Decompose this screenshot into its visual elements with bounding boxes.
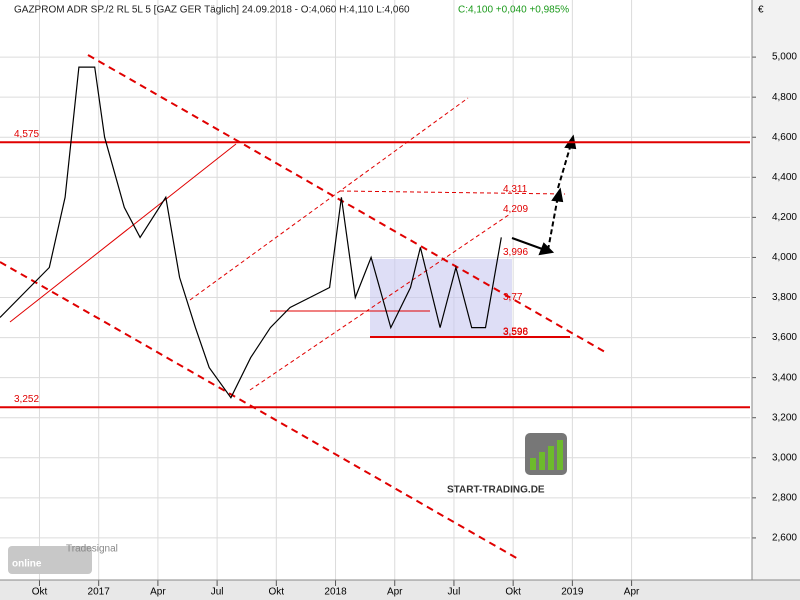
y-tick-label: 4,600 (772, 132, 797, 143)
level-label: 4,575 (14, 129, 39, 140)
y-tick-label: 3,600 (772, 332, 797, 343)
support-line (9, 143, 237, 323)
level-label: 4,311 (503, 184, 528, 195)
arrow-head (551, 187, 564, 203)
grid (0, 0, 750, 580)
x-tick-label: Okt (32, 587, 48, 598)
x-tick-label: Jul (448, 587, 461, 598)
price-line (0, 66, 502, 399)
y-tick-label: 4,800 (772, 92, 797, 103)
level-label: 3,596 (503, 327, 528, 338)
x-tick-label: 2019 (561, 587, 584, 598)
x-tick-label: Apr (387, 587, 403, 598)
x-tick-label: 2018 (324, 587, 347, 598)
logo-bars (530, 440, 563, 470)
y-tick-label: 3,800 (772, 292, 797, 303)
vendor-badge (8, 546, 92, 574)
y-tick-label: 4,000 (772, 252, 797, 263)
arrow (511, 237, 546, 251)
y-tick-label: 3,200 (772, 412, 797, 423)
x-tick-label: 2017 (88, 587, 111, 598)
logo-text: START-TRADING.DE (447, 485, 545, 496)
logo-bar (548, 446, 554, 470)
vendor-name: Tradesignal (66, 544, 118, 555)
y-axis-panel (752, 0, 800, 580)
unit-label: € (758, 5, 764, 16)
level-label: 3,252 (14, 394, 39, 405)
trend-line (0, 261, 521, 561)
x-tick-label: Apr (150, 587, 166, 598)
y-tick-label: 4,200 (772, 212, 797, 223)
x-tick-label: Okt (269, 587, 285, 598)
x-axis-panel (0, 580, 800, 600)
channel-line (339, 190, 566, 195)
y-tick-label: 2,600 (772, 533, 797, 544)
level-label: 3,996 (503, 247, 528, 258)
y-tick-label: 3,400 (772, 372, 797, 383)
x-tick-label: Jul (211, 587, 224, 598)
channel-line (189, 97, 469, 301)
level-label: 3,77 (503, 292, 523, 303)
trend-lines (0, 54, 606, 561)
y-tick-label: 3,000 (772, 452, 797, 463)
logo-bar (530, 458, 536, 470)
level-label: 3,598 (503, 327, 528, 338)
channel-line (249, 213, 511, 391)
chart-title: GAZPROM ADR SP./2 RL 5L 5 [GAZ GER Tägli… (14, 5, 410, 16)
channel-lines (189, 97, 566, 391)
x-tick-label: Okt (505, 587, 521, 598)
y-tick-label: 4,400 (772, 172, 797, 183)
vendor-mark: online (12, 559, 42, 570)
logo-bar (557, 440, 563, 470)
y-tick-label: 2,800 (772, 492, 797, 503)
level-label: 4,209 (503, 204, 528, 215)
trend-line (87, 54, 606, 353)
y-tick-label: 5,000 (772, 52, 797, 63)
arrow (547, 195, 559, 251)
chart-subtitle: C:4,100 +0,040 +0,985% (458, 5, 569, 16)
x-tick-label: Apr (624, 587, 640, 598)
logo-bar (539, 452, 545, 470)
